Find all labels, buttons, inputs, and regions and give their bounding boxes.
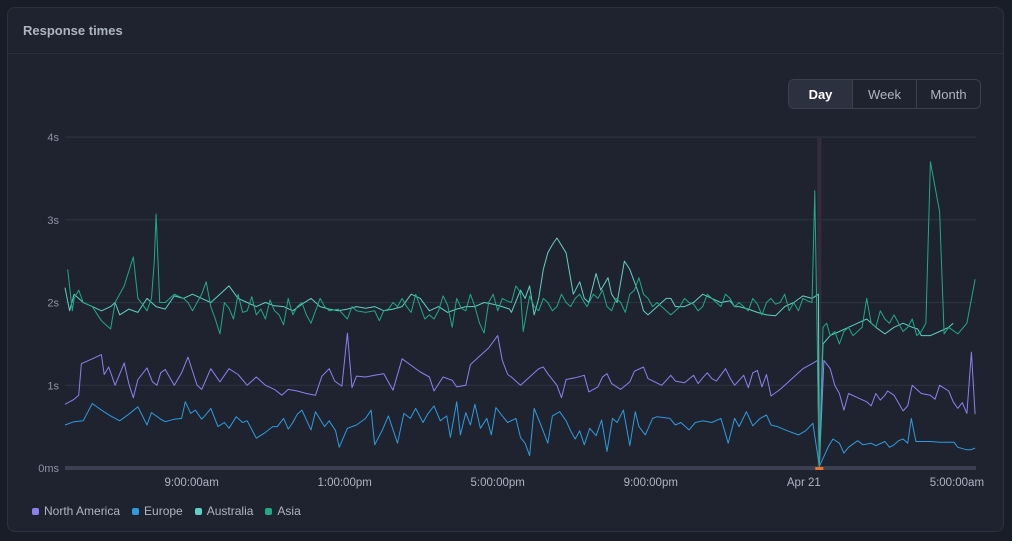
y-tick-label: 2s: [47, 298, 59, 310]
x-tick-label: 9:00:00pm: [624, 477, 678, 489]
legend-label: North America: [44, 504, 121, 518]
legend-item-europe[interactable]: Europe: [132, 504, 183, 518]
legend-swatch: [32, 507, 39, 515]
hover-marker: [815, 467, 824, 470]
y-tick-label: 0ms: [38, 463, 59, 475]
legend-swatch: [265, 507, 273, 515]
y-tick-label: 1s: [47, 380, 59, 392]
panel-header: Response times: [8, 8, 1003, 54]
series-line: [64, 401, 976, 467]
response-times-panel: Response times Day Week Month 0ms 1s 2s 3s 4…: [7, 7, 1004, 532]
series-line: [67, 161, 976, 467]
chart-legend: North America Europe Australia Asia: [32, 504, 301, 518]
range-week-button[interactable]: Week: [852, 80, 916, 108]
legend-item-asia[interactable]: Asia: [265, 504, 301, 518]
hover-cursor: [817, 137, 822, 468]
x-tick-label: 5:00:00pm: [471, 477, 525, 489]
y-tick-label: 4s: [47, 132, 59, 144]
x-tick-label: 9:00:00am: [164, 477, 218, 489]
time-range-toggle: Day Week Month: [788, 79, 981, 109]
legend-label: Asia: [277, 504, 301, 518]
legend-item-australia[interactable]: Australia: [194, 504, 254, 518]
x-tick-label: 5:00:00am: [930, 477, 984, 489]
legend-label: Australia: [206, 504, 254, 518]
legend-swatch: [132, 507, 140, 515]
y-tick-label: 3s: [47, 215, 59, 227]
x-tick-label: Apr 21: [787, 477, 821, 489]
series-line: [64, 237, 954, 467]
range-month-button[interactable]: Month: [916, 80, 980, 108]
legend-swatch: [194, 507, 202, 515]
series-line: [64, 332, 976, 467]
panel-title: Response times: [23, 23, 123, 38]
range-day-button[interactable]: Day: [789, 80, 852, 108]
x-tick-label: 1:00:00pm: [317, 477, 371, 489]
legend-item-north-america[interactable]: North America: [32, 504, 120, 518]
response-times-chart[interactable]: 0ms 1s 2s 3s 4s 9:00:00am 1:00:00pm 5:00:00pm 9:…: [8, 8, 1004, 532]
legend-label: Europe: [144, 504, 183, 518]
